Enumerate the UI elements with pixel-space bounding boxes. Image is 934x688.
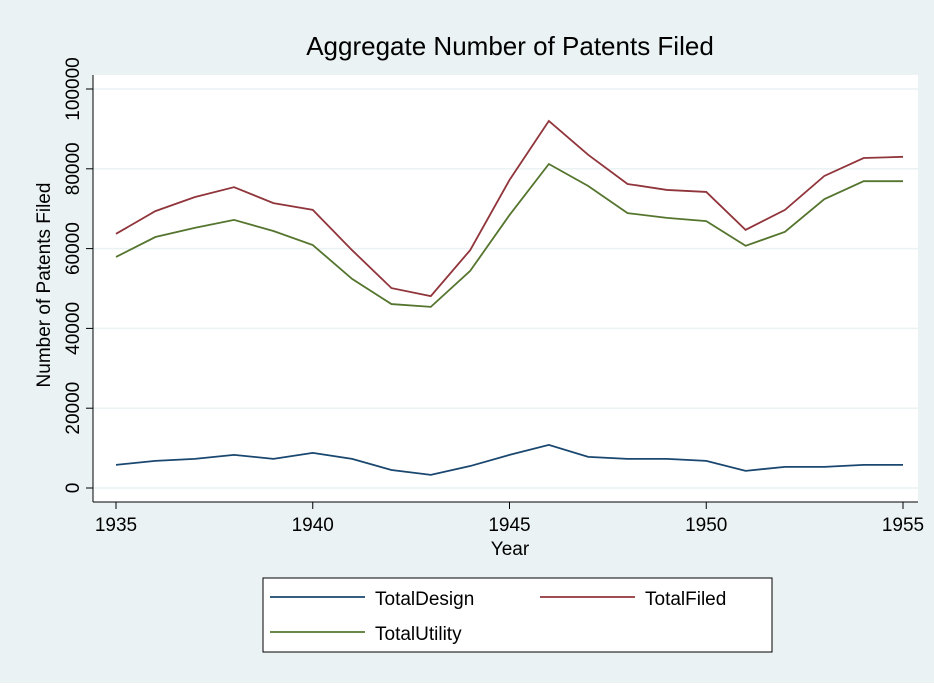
legend-label: TotalDesign (375, 589, 474, 610)
x-tick-label: 1945 (488, 515, 530, 536)
legend-label: TotalUtility (375, 624, 462, 645)
series-line (115, 162, 903, 308)
y-tick-label: 40000 (63, 302, 84, 355)
y-tick-label: 20000 (63, 382, 84, 435)
y-tick-label: 0 (63, 483, 84, 494)
y-tick-label: 80000 (63, 142, 84, 195)
series-line (115, 119, 904, 298)
chart-title: Aggregate Number of Patents Filed (306, 31, 714, 61)
x-tick-label: 1940 (292, 515, 334, 536)
y-tick-label: 60000 (63, 222, 84, 275)
legend-label: TotalFiled (645, 589, 726, 610)
legend-box (262, 577, 773, 653)
x-tick-label: 1935 (95, 515, 137, 536)
x-tick-label: 1950 (685, 515, 727, 536)
x-tick-label: 1955 (882, 515, 924, 536)
x-axis-label: Year (491, 539, 530, 560)
plot-area (93, 75, 918, 502)
y-axis-label: Number of Patents Filed (34, 183, 55, 388)
y-tick-label: 100000 (63, 57, 84, 120)
series-line (115, 443, 903, 476)
